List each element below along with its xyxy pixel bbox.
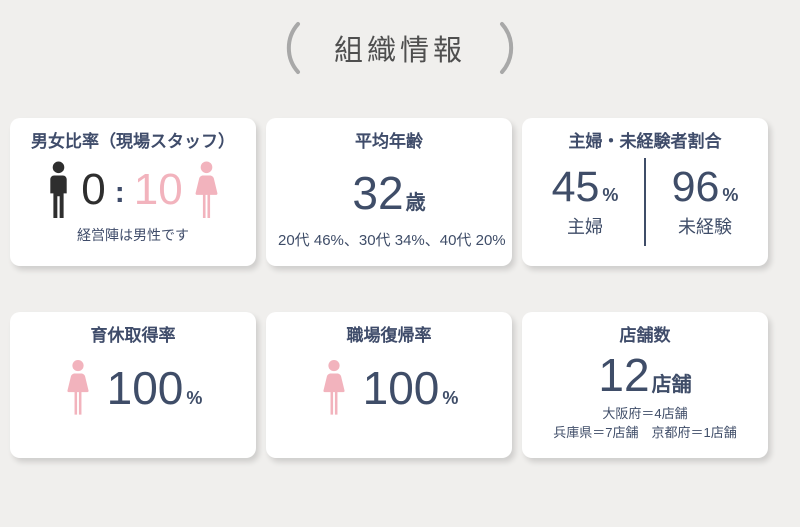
gender-ratio-value: 0 : 10 [22,159,244,221]
store-unit: 店舗 [651,374,692,396]
store-breakdown-line2: 兵庫県＝7店舗 京都府＝1店舗 [553,425,737,440]
percent-sign: % [722,184,739,205]
card-parental-leave: 育休取得率 100% [10,312,256,458]
stats-grid: 男女比率（現場スタッフ） 0 : 10 経営陣は男性です 平均年齢 32 歳 20… [10,118,768,458]
male-icon [50,161,67,218]
card-title: 主婦・未経験者割合 [568,132,722,151]
ratio-separator: : [114,176,125,209]
demographics-split: 45% 主婦 96% 未経験 [534,158,756,246]
page-title: 組織情報 [333,35,466,67]
female-icon [67,359,89,415]
parental-leave-value: 100% [22,359,244,416]
left-paren-icon [286,22,300,74]
age-unit: 歳 [405,192,426,214]
inexperienced-stat: 96% 未経験 [655,162,755,239]
percent-sign: % [602,184,619,205]
card-demographics: 主婦・未経験者割合 45% 主婦 96% 未経験 [522,118,768,266]
housewife-stat: 45% 主婦 [535,162,635,239]
card-title: 育休取得率 [90,326,176,345]
inexperienced-value: 96 [671,162,720,211]
card-title: 平均年齢 [355,132,423,151]
card-title: 男女比率（現場スタッフ） [31,132,235,151]
gender-ratio-caption: 経営陣は男性です [77,227,189,243]
card-title: 店舗数 [619,326,671,345]
card-title: 職場復帰率 [346,326,432,345]
card-store-count: 店舗数 12 店舗 大阪府＝4店舗 兵庫県＝7店舗 京都府＝1店舗 [522,312,768,458]
female-icon [323,359,345,415]
return-rate-value: 100% [278,359,500,416]
inexperienced-label: 未経験 [678,216,732,237]
female-ratio-value: 10 [133,165,183,214]
section-header: 組織情報 [0,0,800,80]
housewife-label: 主婦 [567,216,603,237]
male-ratio-value: 0 [81,165,106,214]
card-average-age: 平均年齢 32 歳 20代 46%、30代 34%、40代 20% [266,118,512,266]
card-return-to-work: 職場復帰率 100% [266,312,512,458]
right-paren-icon [500,22,514,74]
return-rate-number: 100 [362,361,440,414]
female-icon [195,161,218,219]
vertical-divider [644,158,646,246]
leave-rate-number: 100 [106,361,184,414]
housewife-value: 45 [551,162,600,211]
age-breakdown-caption: 20代 46%、30代 34%、40代 20% [278,232,506,249]
store-breakdown: 大阪府＝4店舗 兵庫県＝7店舗 京都府＝1店舗 [534,404,756,442]
average-age-value: 32 歳 [278,170,500,216]
store-breakdown-line1: 大阪府＝4店舗 [602,406,688,421]
percent-sign: % [186,387,203,408]
store-number: 12 [598,349,650,401]
percent-sign: % [442,387,459,408]
card-gender-ratio: 男女比率（現場スタッフ） 0 : 10 経営陣は男性です [10,118,256,266]
age-number: 32 [352,167,404,219]
store-count-value: 12 店舗 [534,352,756,398]
